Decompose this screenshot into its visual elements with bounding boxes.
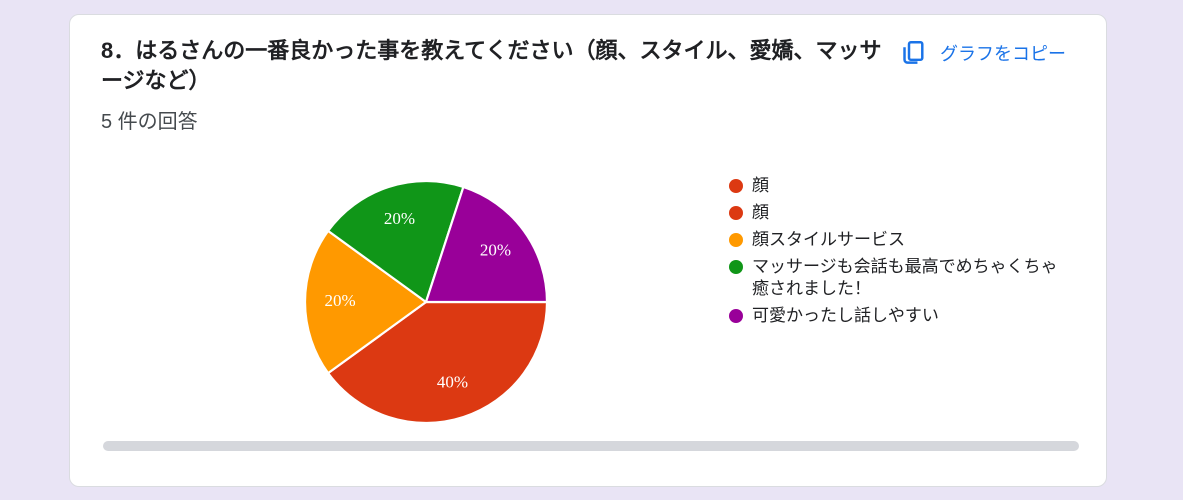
legend-item: マッサージも会話も最高でめちゃくちゃ癒されました！ (729, 256, 1059, 300)
pie-slice[interactable] (303, 229, 428, 375)
pie-slice-label: 20% (384, 209, 415, 228)
legend: 顔 顔 顔スタイルサービス マッサージも会話も最高でめちゃくちゃ癒されました！ … (729, 175, 1059, 332)
legend-item-label: 顔 (752, 203, 769, 222)
legend-color-dot (729, 309, 743, 323)
legend-color-dot (729, 179, 743, 193)
question-title: 8．はるさんの一番良かった事を教えてください（顔、スタイル、愛嬌、マッサージなど… (101, 38, 882, 93)
legend-item-label: 顔スタイルサービス (752, 230, 905, 249)
legend-color-dot (729, 206, 743, 220)
pie-slice[interactable] (327, 300, 549, 425)
legend-item-label: 顔 (752, 176, 769, 195)
legend-item: 顔スタイルサービス (729, 229, 1059, 251)
copy-chart-button[interactable]: グラフをコピー (899, 39, 1066, 66)
pie-slice-label: 20% (325, 291, 356, 310)
pie-chart: 40% 20% 20% 20% (303, 179, 549, 425)
legend-item-label: マッサージも会話も最高でめちゃくちゃ癒されました！ (752, 257, 1058, 298)
pie-slice[interactable] (327, 179, 465, 304)
response-count: 5 件の回答 (101, 111, 198, 133)
legend-item: 可愛かったし話しやすい (729, 305, 1059, 327)
pie-slice-label: 20% (480, 240, 511, 259)
legend-item: 顔 (729, 202, 1059, 224)
legend-item: 顔 (729, 175, 1059, 197)
legend-color-dot (729, 260, 743, 274)
response-card: 8．はるさんの一番良かった事を教えてください（顔、スタイル、愛嬌、マッサージなど… (69, 14, 1107, 487)
legend-item-label: 可愛かったし話しやすい (752, 306, 939, 325)
horizontal-scrollbar-thumb[interactable] (103, 441, 1079, 451)
legend-color-dot (729, 233, 743, 247)
pie-slice[interactable] (424, 185, 549, 304)
copy-button-label: グラフをコピー (940, 43, 1066, 64)
pie-slice-label: 40% (437, 373, 468, 392)
copy-icon (899, 39, 926, 66)
